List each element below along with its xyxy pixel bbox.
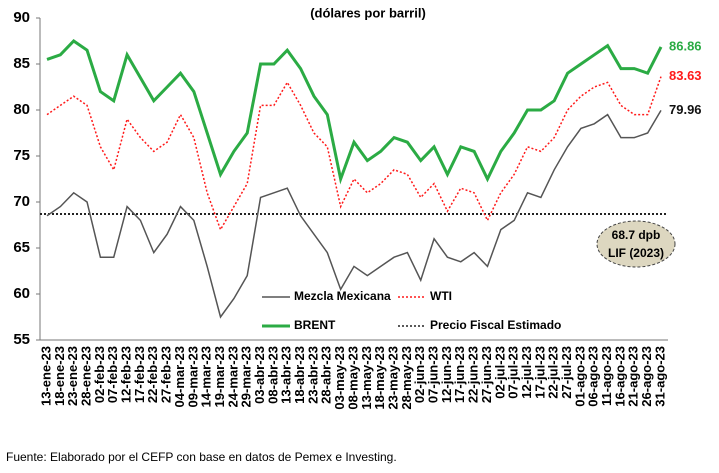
x-tick-label: 09-mar-23: [185, 346, 200, 407]
x-tick-label: 29-mar-23: [239, 346, 254, 407]
x-tick-label: 31-ago-23: [652, 346, 667, 407]
x-tick-label: 18-ene-23: [52, 346, 67, 406]
x-tick-label: 18-may-23: [372, 346, 387, 410]
x-tick-label: 21-ago-23: [626, 346, 641, 407]
x-tick-label: 23-ene-23: [65, 346, 80, 406]
x-tick-label: 11-ago-23: [599, 346, 614, 406]
x-tick-label: 19-mar-23: [212, 346, 227, 407]
x-tick-label: 04-mar-23: [172, 346, 187, 407]
chart-subtitle: (dólares por barril): [310, 5, 426, 20]
x-tick-label: 17-jul-23: [532, 346, 547, 399]
x-tick-label: 26-ago-23: [639, 346, 654, 407]
annotation-bubble: [596, 220, 676, 268]
legend-label: WTI: [430, 289, 452, 303]
y-tick-label: 90: [13, 9, 30, 26]
legend-label: BRENT: [294, 318, 336, 332]
x-tick-label: 03-abr-23: [252, 346, 267, 404]
x-tick-label: 23-abr-23: [305, 346, 320, 404]
x-tick-label: 02-jul-23: [492, 346, 507, 399]
source-note: Fuente: Elaborado por el CEFP con base e…: [6, 450, 397, 464]
x-tick-label: 12-feb-23: [119, 346, 134, 403]
x-tick-label: 14-mar-23: [199, 346, 214, 407]
end-label: 79.96: [669, 102, 702, 117]
annotation-text: 68.7 dpb: [612, 228, 661, 242]
x-tick-label: 13-may-23: [359, 346, 374, 410]
y-tick-label: 75: [13, 147, 30, 164]
series-line: [46, 109, 662, 319]
x-tick-label: 22-jul-23: [546, 346, 561, 399]
legend-label: Precio Fiscal Estimado: [430, 318, 561, 332]
y-tick-label: 55: [13, 331, 30, 348]
legend-label: Mezcla Mexicana: [294, 289, 391, 303]
x-tick-label: 28-abr-23: [319, 346, 334, 404]
x-tick-label: 27-jul-23: [559, 346, 574, 399]
x-tick-label: 13-abr-23: [279, 346, 294, 404]
x-tick-label: 12-jun-23: [439, 346, 454, 403]
x-tick-label: 02-jun-23: [412, 346, 427, 403]
x-tick-label: 07-jun-23: [426, 346, 441, 403]
x-tick-label: 13-ene-23: [38, 346, 53, 406]
x-tick-label: 06-ago-23: [586, 346, 601, 407]
x-tick-label: 27-jun-23: [479, 346, 494, 403]
x-tick-label: 02-feb-23: [92, 346, 107, 403]
x-tick-label: 12-jul-23: [519, 346, 534, 399]
y-tick-label: 80: [13, 101, 30, 118]
series-line: [46, 76, 662, 232]
annotation-text: LIF (2023): [608, 246, 664, 260]
x-tick-label: 28-ene-23: [78, 346, 93, 406]
end-label: 83.63: [669, 68, 702, 83]
x-tick-label: 07-feb-23: [105, 346, 120, 403]
x-tick-label: 17-jun-23: [452, 346, 467, 403]
x-tick-label: 18-abr-23: [292, 346, 307, 404]
end-label: 86.86: [669, 38, 702, 53]
x-tick-label: 16-ago-23: [612, 346, 627, 407]
x-tick-label: 24-mar-23: [225, 346, 240, 407]
x-tick-label: 22-feb-23: [145, 346, 160, 403]
x-tick-label: 17-feb-23: [132, 346, 147, 403]
series-line: [46, 39, 663, 185]
x-tick-label: 03-may-23: [332, 346, 347, 410]
x-tick-label: 08-abr-23: [265, 346, 280, 404]
y-tick-label: 60: [13, 285, 30, 302]
x-tick-label: 01-ago-23: [572, 346, 587, 407]
x-tick-label: 07-jul-23: [506, 346, 521, 399]
x-tick-label: 23-may-23: [385, 346, 400, 410]
y-tick-label: 85: [13, 55, 30, 72]
y-tick-label: 70: [13, 193, 30, 210]
x-tick-label: 28-may-23: [399, 346, 414, 410]
y-tick-label: 65: [13, 239, 30, 256]
x-tick-label: 27-feb-23: [159, 346, 174, 403]
x-tick-label: 08-may-23: [345, 346, 360, 410]
x-tick-label: 22-jun-23: [466, 346, 481, 403]
